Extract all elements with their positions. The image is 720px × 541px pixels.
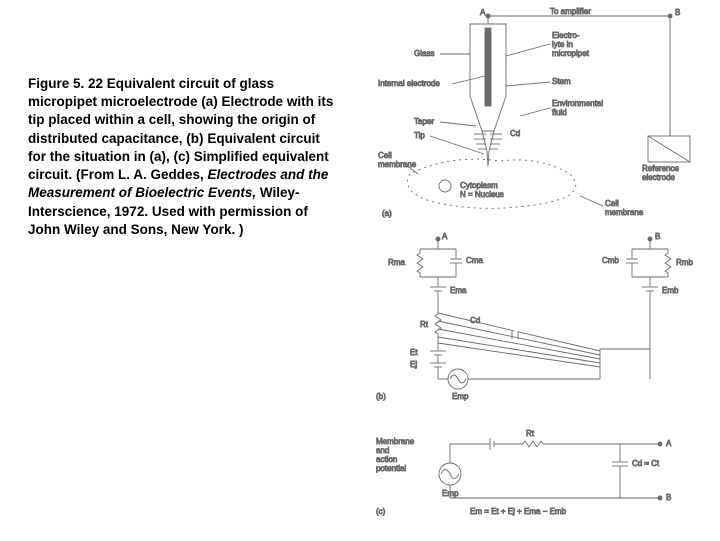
emp-label: Emp (452, 392, 469, 401)
taper-label: Taper (414, 117, 434, 126)
caption-line-italic: Measurement of Bioelectric Events, (28, 185, 256, 200)
caption-line: Figure 5. 22 Equivalent circuit of glass (28, 76, 274, 91)
cmb-label: Cmb (602, 256, 619, 265)
rt-label: Rt (420, 320, 429, 329)
diagram-region: A B To amplifier Glass Internal electrod… (370, 6, 710, 536)
ref-electrode-label: Reference electrode (642, 164, 681, 182)
cd-label: Cd (510, 129, 520, 138)
stem-label: Stem (552, 77, 571, 86)
figure-caption: Figure 5. 22 Equivalent circuit of glass… (28, 75, 338, 239)
panel-c-label: (c) (376, 507, 386, 516)
internal-electrode-label: Internal electrode (378, 79, 440, 88)
rmb-label: Rmb (676, 258, 693, 267)
cd-c-label: Cd ≈ Ct (632, 459, 660, 468)
membrane-potential-label: Membrane and action potential (376, 437, 416, 473)
cell-membrane-label-2: Cell membrane (605, 199, 644, 217)
emp-c-label: Emp (442, 489, 459, 498)
c-terminal-b: B (666, 493, 671, 502)
caption-line: micropipet microelectrode (a) Electrode (28, 94, 283, 109)
et-label: Et (410, 348, 418, 357)
tip-label: Tip (414, 131, 425, 140)
diagram-svg: A B To amplifier Glass Internal electrod… (370, 6, 710, 536)
cytoplasm-label: Cytoplasm N = Nucleus (460, 181, 504, 199)
cma-label: Cma (466, 256, 483, 265)
caption-line-italic: Electrodes and the (208, 167, 329, 182)
electrolyte-label: Electro- lyte in micropipet (552, 31, 590, 58)
ema-label: Ema (450, 286, 467, 295)
to-amplifier-label: To amplifier (550, 7, 591, 16)
b-terminal-b: B (655, 232, 660, 241)
panel-a-label: (a) (382, 209, 392, 218)
ej-label: Ej (410, 360, 417, 369)
em-eq-label: Em = Et + Ej + Ema − Emb (470, 507, 567, 516)
panel-b-label: (b) (376, 392, 386, 401)
caption-line: New York. ) (171, 222, 243, 237)
glass-label: Glass (414, 49, 434, 58)
rt-c-label: Rt (526, 429, 535, 438)
terminal-b-label: B (675, 8, 680, 17)
b-terminal-a: A (442, 232, 448, 241)
cell-membrane-label: Cell membrane (378, 151, 417, 169)
caption-line: A. Geddes, (133, 167, 207, 182)
rma-label: Rma (388, 258, 405, 267)
c-terminal-a: A (666, 439, 672, 448)
terminal-a-label: A (480, 8, 486, 17)
emb-label: Emb (662, 286, 679, 295)
env-fluid-label: Environmental fluid (552, 99, 605, 117)
